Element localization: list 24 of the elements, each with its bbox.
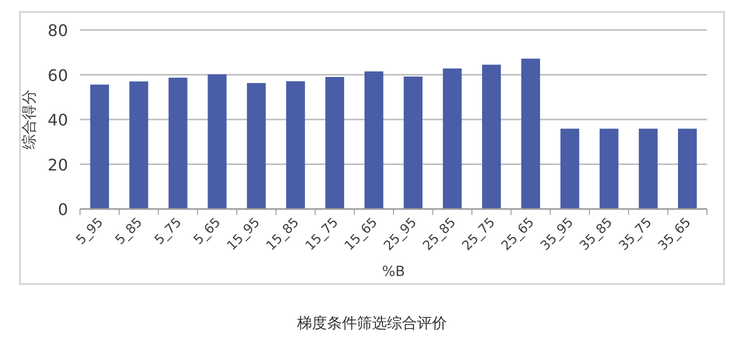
text: 梯度条件筛选综合评价 [296, 314, 447, 332]
bar [442, 68, 462, 209]
bar [678, 128, 697, 209]
bar [482, 64, 501, 209]
bar [521, 58, 540, 209]
bar [90, 84, 109, 209]
bar [246, 83, 266, 209]
bar [404, 76, 422, 209]
bar [286, 81, 305, 209]
x-axis-title: %B [382, 264, 405, 280]
y-tick-label: 80 [48, 21, 68, 40]
bar [168, 78, 188, 209]
bar [325, 76, 344, 209]
bar [560, 128, 580, 209]
y-tick-label: 40 [48, 110, 68, 130]
bar [129, 81, 148, 209]
bar [364, 71, 384, 209]
bar [638, 128, 658, 209]
y-axis-title: 综合得分 [20, 90, 38, 150]
bar [208, 74, 227, 209]
y-tick-label: 60 [48, 66, 68, 85]
bar [600, 128, 618, 209]
y-tick-label: 20 [48, 155, 68, 174]
y-tick-label: 0 [58, 200, 68, 219]
